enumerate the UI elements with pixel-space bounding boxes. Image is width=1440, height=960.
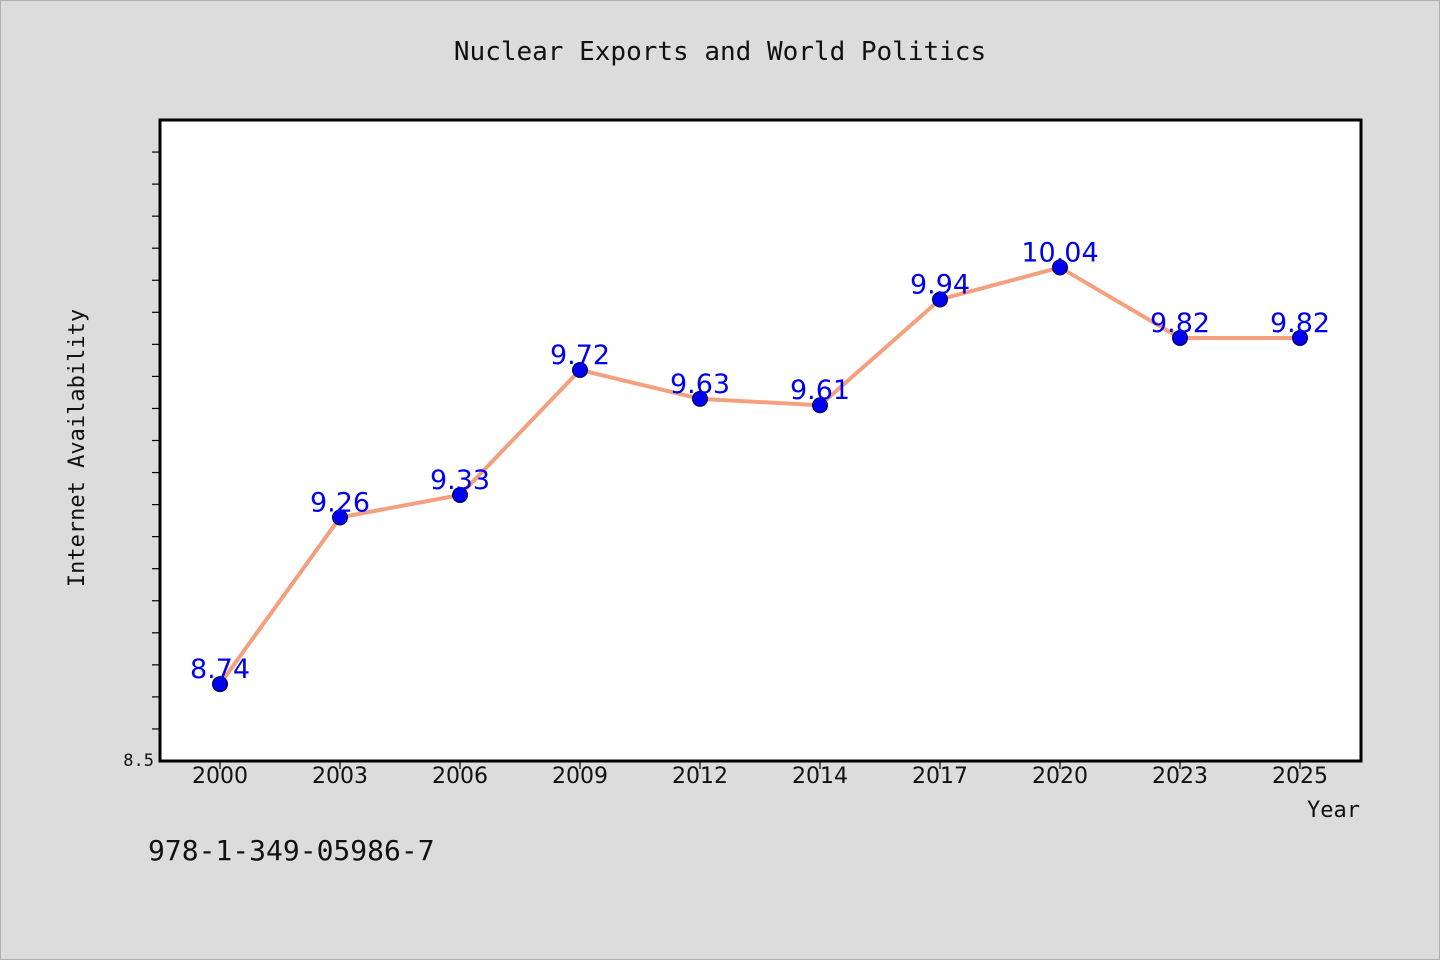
chart-title: Nuclear Exports and World Politics: [454, 37, 986, 67]
data-label: 9.33: [430, 465, 490, 496]
y-tick-label: 8.5: [123, 751, 154, 771]
isbn-footer: 978-1-349-05986-7: [148, 834, 435, 867]
data-point: [1052, 259, 1068, 276]
data-point: [812, 397, 828, 414]
data-labels: 8.74 9.26 9.33 9.72 9.63 9.61 9.94 10.04 9.82 9.8…: [190, 237, 1330, 685]
data-point: [572, 361, 588, 378]
x-tick-labels: 2000 2003 2006 2009 2012 2014 2017 2020 2023 2025: [192, 764, 1328, 789]
x-tick-label: 2020: [1032, 764, 1088, 789]
series-line: [218, 265, 1302, 687]
x-tick-label: 2009: [552, 764, 608, 789]
data-point: [692, 390, 708, 407]
data-label: 9.82: [1270, 308, 1330, 339]
data-label: 8.74: [190, 654, 250, 685]
data-label: 9.72: [550, 340, 610, 371]
axis-ticks: [152, 151, 1301, 769]
data-label: 9.94: [910, 269, 970, 300]
data-point: [332, 509, 348, 526]
series-markers: [212, 259, 1308, 693]
plot-area: [158, 118, 1363, 763]
data-label: 9.26: [310, 487, 370, 518]
data-label: 9.82: [1150, 308, 1210, 339]
data-point: [1172, 329, 1188, 346]
data-label: 9.63: [670, 369, 730, 400]
data-point: [932, 291, 948, 308]
x-tick-label: 2017: [912, 764, 968, 789]
data-point: [1292, 329, 1308, 346]
x-tick-label: 2006: [432, 764, 488, 789]
data-label: 10.04: [1021, 237, 1098, 268]
data-label: 9.61: [790, 375, 850, 406]
x-tick-label: 2023: [1152, 764, 1208, 789]
y-axis-label: Internet Availability: [65, 309, 90, 587]
x-axis-label: Year: [1307, 798, 1360, 823]
x-tick-label: 2014: [792, 764, 848, 789]
data-point: [212, 676, 228, 693]
x-tick-label: 2025: [1272, 764, 1328, 789]
x-tick-label: 2012: [672, 764, 728, 789]
data-point: [452, 486, 468, 503]
x-tick-label: 2000: [192, 764, 248, 789]
x-tick-label: 2003: [312, 764, 368, 789]
